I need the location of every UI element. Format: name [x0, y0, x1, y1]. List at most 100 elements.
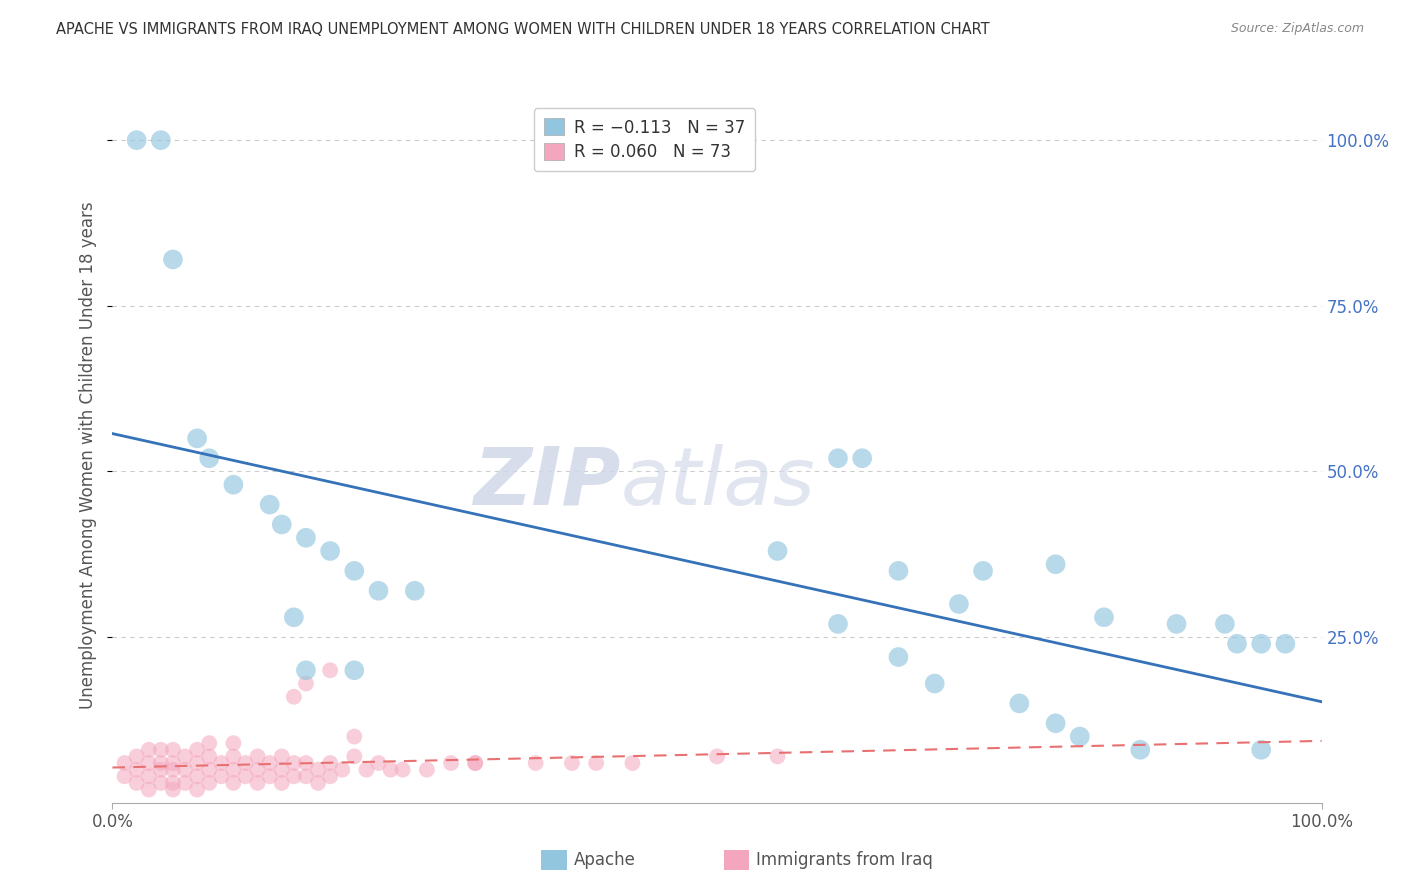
- Point: [706, 749, 728, 764]
- Point: [343, 564, 366, 578]
- Point: [851, 451, 873, 466]
- Point: [924, 676, 946, 690]
- Point: [186, 769, 208, 783]
- Point: [259, 498, 281, 512]
- Point: [295, 769, 318, 783]
- Point: [283, 756, 305, 770]
- Point: [1250, 637, 1272, 651]
- Point: [827, 451, 849, 466]
- Point: [138, 743, 160, 757]
- Point: [319, 663, 342, 677]
- Point: [416, 763, 439, 777]
- Point: [295, 756, 318, 770]
- Point: [283, 769, 305, 783]
- Point: [222, 776, 245, 790]
- Point: [1274, 637, 1296, 651]
- Point: [246, 749, 269, 764]
- Point: [1069, 730, 1091, 744]
- Point: [270, 517, 292, 532]
- Point: [209, 769, 232, 783]
- Point: [972, 564, 994, 578]
- Point: [367, 756, 389, 770]
- Point: [464, 756, 486, 770]
- Point: [585, 756, 607, 770]
- Point: [440, 756, 463, 770]
- Legend: R = −0.113   N = 37, R = 0.060   N = 73: R = −0.113 N = 37, R = 0.060 N = 73: [534, 109, 755, 171]
- Text: atlas: atlas: [620, 443, 815, 522]
- Point: [186, 756, 208, 770]
- Point: [235, 769, 257, 783]
- Point: [319, 769, 342, 783]
- Point: [209, 756, 232, 770]
- Point: [198, 763, 221, 777]
- Point: [1166, 616, 1188, 631]
- Point: [561, 756, 583, 770]
- Point: [295, 663, 318, 677]
- Point: [766, 544, 789, 558]
- Point: [162, 776, 184, 790]
- Point: [114, 769, 136, 783]
- Y-axis label: Unemployment Among Women with Children Under 18 years: Unemployment Among Women with Children U…: [79, 201, 97, 709]
- Point: [174, 749, 197, 764]
- Point: [343, 749, 366, 764]
- Text: APACHE VS IMMIGRANTS FROM IRAQ UNEMPLOYMENT AMONG WOMEN WITH CHILDREN UNDER 18 Y: APACHE VS IMMIGRANTS FROM IRAQ UNEMPLOYM…: [56, 22, 990, 37]
- Point: [138, 769, 160, 783]
- Point: [138, 782, 160, 797]
- Point: [270, 763, 292, 777]
- Point: [295, 531, 318, 545]
- Point: [621, 756, 644, 770]
- Text: ZIP: ZIP: [472, 443, 620, 522]
- Point: [246, 776, 269, 790]
- Point: [307, 763, 329, 777]
- Text: Source: ZipAtlas.com: Source: ZipAtlas.com: [1230, 22, 1364, 36]
- Point: [380, 763, 402, 777]
- Point: [1045, 558, 1067, 572]
- Point: [222, 763, 245, 777]
- Point: [887, 650, 910, 665]
- Point: [319, 544, 342, 558]
- Point: [404, 583, 426, 598]
- Point: [162, 782, 184, 797]
- Point: [149, 776, 172, 790]
- Point: [307, 776, 329, 790]
- Point: [149, 133, 172, 147]
- Point: [246, 763, 269, 777]
- Point: [343, 730, 366, 744]
- Point: [235, 756, 257, 770]
- Point: [222, 736, 245, 750]
- Point: [270, 749, 292, 764]
- Point: [827, 616, 849, 631]
- Point: [186, 431, 208, 445]
- Point: [149, 763, 172, 777]
- Point: [295, 676, 318, 690]
- Point: [222, 749, 245, 764]
- Point: [1213, 616, 1236, 631]
- Point: [125, 133, 148, 147]
- Point: [198, 451, 221, 466]
- Point: [186, 743, 208, 757]
- Text: Immigrants from Iraq: Immigrants from Iraq: [756, 851, 934, 869]
- Point: [270, 776, 292, 790]
- Point: [125, 776, 148, 790]
- Point: [125, 749, 148, 764]
- Point: [343, 663, 366, 677]
- Point: [367, 583, 389, 598]
- Point: [162, 763, 184, 777]
- Point: [222, 477, 245, 491]
- Point: [1226, 637, 1249, 651]
- Point: [162, 756, 184, 770]
- Point: [174, 776, 197, 790]
- Point: [114, 756, 136, 770]
- Point: [149, 743, 172, 757]
- Point: [198, 736, 221, 750]
- Point: [524, 756, 547, 770]
- Point: [198, 749, 221, 764]
- Point: [283, 610, 305, 624]
- Point: [356, 763, 378, 777]
- Point: [186, 782, 208, 797]
- Point: [149, 756, 172, 770]
- Point: [330, 763, 353, 777]
- Point: [887, 564, 910, 578]
- Point: [138, 756, 160, 770]
- Point: [259, 769, 281, 783]
